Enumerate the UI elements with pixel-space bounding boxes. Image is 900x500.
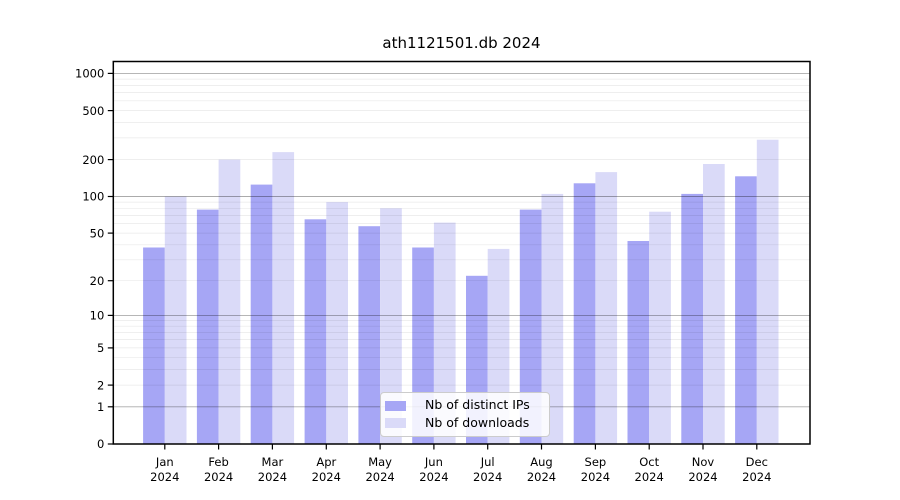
legend-row: Nb of distinct IPs	[385, 397, 541, 414]
bar-distinct-ips	[304, 219, 327, 444]
x-axis-tick-year-label: 2024	[688, 470, 717, 484]
x-axis-tick-label: Feb	[208, 455, 228, 469]
y-axis-tick-label: 2	[97, 378, 104, 392]
x-axis-tick-year-label: 2024	[150, 470, 179, 484]
x-axis-tick-label: Sep	[585, 455, 607, 469]
legend-label-distinct-ips: Nb of distinct IPs	[425, 397, 530, 413]
legend-swatch-distinct-ips	[385, 400, 406, 411]
x-axis-tick-label: May	[368, 455, 392, 469]
legend-label-downloads: Nb of downloads	[425, 414, 530, 430]
x-axis-tick-year-label: 2024	[635, 470, 664, 484]
bar-downloads	[595, 172, 618, 444]
y-axis-tick-label: 500	[82, 104, 104, 118]
bar-downloads	[756, 139, 779, 444]
bar-downloads	[649, 211, 671, 444]
x-axis-tick-label: Jun	[424, 455, 443, 469]
y-axis-tick-label: 50	[90, 226, 105, 240]
x-axis-tick-label: Aug	[530, 455, 552, 469]
x-axis-tick-year-label: 2024	[204, 470, 233, 484]
x-axis-tick-label: Jul	[480, 455, 495, 469]
plot-border	[112, 60, 811, 445]
x-axis-tick-label: Apr	[316, 455, 336, 469]
bar-downloads	[380, 208, 402, 444]
legend: Nb of distinct IPs Nb of downloads	[380, 392, 550, 437]
y-axis-tick-label: 5	[97, 341, 104, 355]
bar-distinct-ips	[196, 209, 219, 444]
bar-downloads	[326, 202, 348, 444]
legend-swatch-downloads	[385, 418, 406, 429]
y-axis-tick-label: 100	[82, 190, 104, 204]
y-axis-tick-label: 200	[82, 153, 104, 167]
bar-downloads	[541, 193, 564, 444]
bar-downloads	[703, 164, 725, 444]
bar-distinct-ips	[573, 183, 596, 445]
x-axis-tick-year-label: 2024	[742, 470, 771, 484]
x-axis-tick-year-label: 2024	[527, 470, 556, 484]
chart-title: ath1121501.db 2024	[382, 34, 541, 52]
bar-downloads	[433, 222, 456, 444]
x-axis-tick-label: Dec	[746, 455, 768, 469]
bar-distinct-ips	[519, 209, 542, 444]
y-axis-tick-label: 0	[97, 437, 104, 451]
bar-downloads	[218, 159, 241, 444]
bar-downloads	[164, 196, 187, 444]
y-axis-tick-label: 1	[97, 400, 104, 414]
bar-distinct-ips	[358, 226, 381, 444]
legend-row: Nb of downloads	[385, 415, 541, 432]
x-axis-tick-label: Jan	[155, 455, 174, 469]
x-axis-tick-year-label: 2024	[312, 470, 341, 484]
x-axis-tick-label: Mar	[262, 455, 284, 469]
bar-distinct-ips	[681, 193, 703, 444]
x-axis-tick-label: Oct	[639, 455, 659, 469]
y-axis-tick-label: 1000	[75, 67, 104, 81]
x-axis-tick-year-label: 2024	[365, 470, 394, 484]
y-axis-tick-label: 20	[90, 274, 105, 288]
x-axis-tick-year-label: 2024	[258, 470, 287, 484]
bar-distinct-ips	[627, 241, 650, 444]
x-axis-tick-year-label: 2024	[473, 470, 502, 484]
x-axis-tick-year-label: 2024	[581, 470, 610, 484]
bar-distinct-ips	[735, 176, 757, 445]
y-axis-tick-label: 10	[90, 309, 105, 323]
bar-distinct-ips	[143, 247, 165, 444]
bar-downloads	[272, 152, 295, 444]
x-axis-tick-label: Nov	[692, 455, 715, 469]
bar-distinct-ips	[250, 184, 273, 444]
x-axis-tick-year-label: 2024	[419, 470, 448, 484]
